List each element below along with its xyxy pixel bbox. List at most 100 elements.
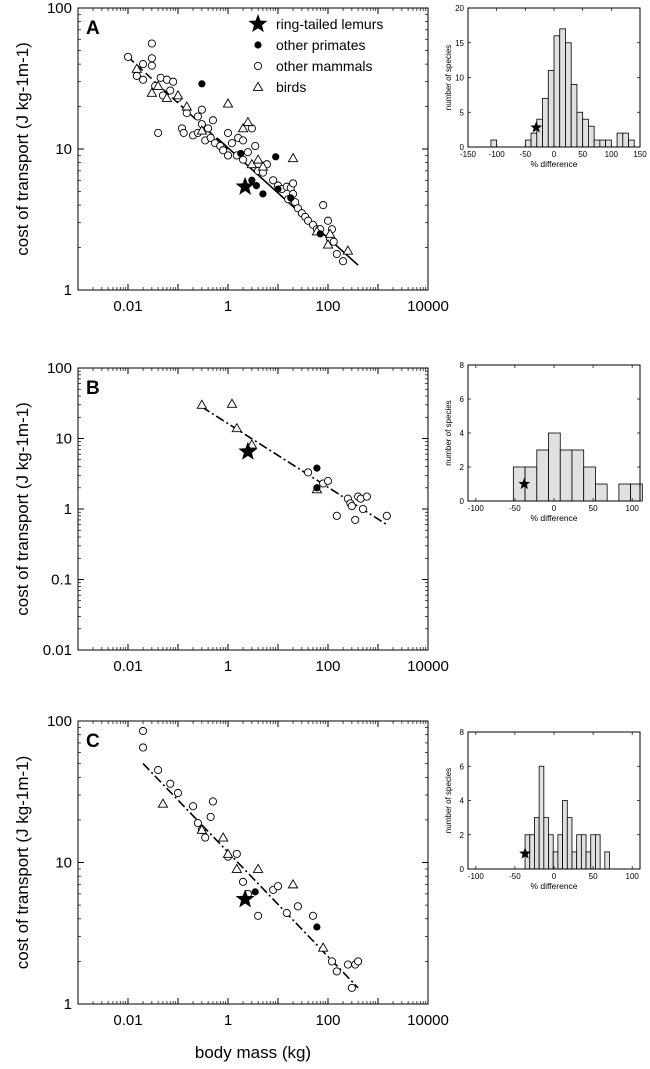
point-open-circle — [154, 766, 163, 775]
y-axis-label: cost of transport (J kg-1m-1) — [13, 402, 32, 616]
point-open-circle — [123, 52, 133, 61]
histogram-bar — [530, 132, 538, 148]
y-tick-label: 1 — [64, 501, 72, 518]
hist-x-tick-label: 0 — [552, 150, 557, 159]
hist-x-tick-label: -100 — [468, 872, 485, 881]
point-triangle — [324, 228, 336, 238]
hist-x-tick-label: 100 — [626, 504, 640, 513]
point-triangle — [231, 422, 243, 433]
x-tick-label: 100 — [315, 1012, 340, 1029]
point-open-circle — [254, 911, 263, 920]
point-triangle — [287, 152, 299, 163]
hist-y-tick-label: 6 — [460, 762, 465, 771]
x-axis-label: body mass (kg) — [195, 1043, 311, 1062]
hist-y-tick-label: 4 — [460, 797, 465, 806]
hist-y-tick-label: 10 — [455, 74, 464, 83]
hist-y-axis-label: number of species — [444, 45, 453, 110]
point-open-circle — [219, 146, 228, 155]
hist-y-tick-label: 8 — [460, 361, 465, 370]
hist-x-axis-label: % difference — [530, 159, 577, 169]
histogram-bar — [542, 97, 549, 148]
legend-label: other mammals — [276, 58, 372, 74]
point-filled-circle — [251, 888, 259, 896]
point-triangle — [222, 848, 234, 858]
point-triangle — [196, 125, 208, 135]
histogram-bar — [565, 42, 572, 148]
point-open-circle — [362, 492, 371, 501]
histogram-bar — [547, 70, 555, 148]
point-open-circle — [208, 797, 217, 806]
histogram-bar — [536, 118, 543, 148]
histogram-bar — [566, 817, 573, 870]
point-open-circle — [193, 112, 202, 121]
y-axis-label: cost of transport (J kg-1m-1) — [13, 756, 32, 970]
hist-x-tick-label: -100 — [468, 504, 485, 513]
legend-label: birds — [276, 79, 306, 95]
histogram-bar — [618, 483, 632, 502]
point-open-circle — [304, 468, 313, 477]
point-open-circle — [139, 743, 148, 752]
histogram-bar — [590, 834, 596, 870]
histogram-bar — [605, 139, 612, 148]
x-tick-label: 0.01 — [113, 658, 142, 675]
point-triangle — [246, 158, 258, 169]
histogram-bar — [553, 35, 561, 148]
hist-x-tick-label: 50 — [589, 504, 598, 513]
point-open-circle — [308, 911, 317, 920]
x-tick-label: 1 — [224, 1012, 232, 1029]
point-triangle — [242, 116, 254, 127]
point-triangle — [342, 245, 354, 255]
hist-x-tick-label: -50 — [520, 150, 532, 159]
hist-y-tick-label: 6 — [460, 395, 465, 404]
point-filled-circle — [287, 194, 295, 202]
point-star — [235, 889, 255, 908]
point-filled-circle — [248, 176, 256, 184]
hist-y-tick-label: 2 — [460, 831, 465, 840]
panel-b: 0.01 1 100 10000 0.01 0.1 1 10 100 cost of transp… — [13, 360, 449, 675]
point-open-circle — [327, 957, 337, 966]
point-open-circle — [197, 105, 206, 114]
hist-x-tick-label: 0 — [552, 872, 557, 881]
point-open-circle — [223, 151, 233, 160]
y-tick-label: 10 — [55, 431, 72, 448]
histogram-bar — [628, 139, 635, 148]
point-triangle — [257, 161, 269, 171]
point-open-circle — [169, 77, 178, 86]
hist-star-marker — [530, 121, 543, 133]
legend: ring-tailed lemurs other primates other ma… — [248, 14, 383, 95]
point-triangle — [226, 398, 238, 408]
histogram-bar — [524, 139, 532, 148]
point-triangle — [322, 239, 334, 249]
x-tick-label: 0.01 — [113, 1012, 142, 1029]
point-open-circle — [232, 849, 241, 858]
point-filled-circle — [316, 230, 324, 238]
histogram-bar — [559, 28, 566, 148]
hist-star-marker — [519, 847, 531, 859]
point-open-circle — [208, 116, 217, 125]
point-triangle — [252, 863, 264, 873]
hist-y-tick-label: 15 — [455, 39, 464, 48]
point-triangle — [317, 942, 329, 952]
point-filled-circle — [274, 185, 282, 193]
point-open-circle — [173, 788, 183, 798]
point-star — [235, 176, 255, 195]
y-tick-label: 100 — [47, 713, 72, 730]
point-filled-circle — [237, 149, 245, 158]
point-open-circle — [358, 504, 367, 514]
histogram-bar — [536, 449, 549, 502]
histogram-bar — [557, 834, 564, 870]
point-open-circle — [239, 877, 248, 886]
histogram-bar — [595, 483, 608, 502]
point-open-circle — [343, 960, 352, 969]
histogram-bar — [490, 139, 498, 148]
point-triangle — [222, 98, 234, 108]
hist-x-tick-label: 100 — [626, 872, 640, 881]
point-open-circle — [166, 779, 175, 788]
point-open-circle — [147, 61, 156, 70]
histogram-bar — [593, 139, 601, 148]
histogram-bar — [576, 111, 584, 148]
y-tick-label: 1 — [64, 996, 72, 1013]
histogram-frame — [467, 731, 641, 870]
y-tick-label: 10 — [55, 141, 72, 158]
